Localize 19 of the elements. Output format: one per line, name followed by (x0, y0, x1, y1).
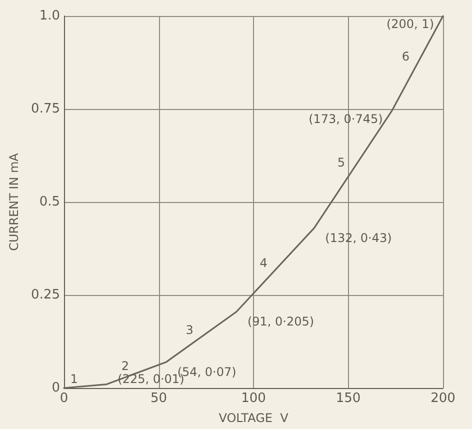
line-series (63, 15, 444, 389)
x-axis-title: VOLTAGE V (218, 411, 290, 425)
y-tick-label: 0.25 (31, 288, 60, 302)
annotation: 1 (70, 372, 78, 386)
y-tick-label: 0.75 (31, 102, 60, 116)
annotation: 3 (186, 323, 194, 338)
annotation: 2 (121, 359, 130, 374)
annotation: 4 (260, 256, 268, 270)
y-tick-label: 1.0 (39, 8, 60, 24)
annotation: 5 (337, 156, 346, 170)
annotation: (200, 1) (386, 17, 434, 31)
x-tick-label: 150 (336, 391, 361, 406)
x-tick-label: 100 (241, 391, 266, 406)
y-tick-label: 0 (52, 380, 60, 396)
y-tick-label: 0.5 (39, 194, 60, 210)
x-tick-label: 50 (150, 391, 168, 406)
annotation: 6 (402, 50, 410, 64)
x-tick-label: 200 (430, 391, 456, 406)
y-axis-title: CURRENT IN mA (7, 152, 21, 251)
